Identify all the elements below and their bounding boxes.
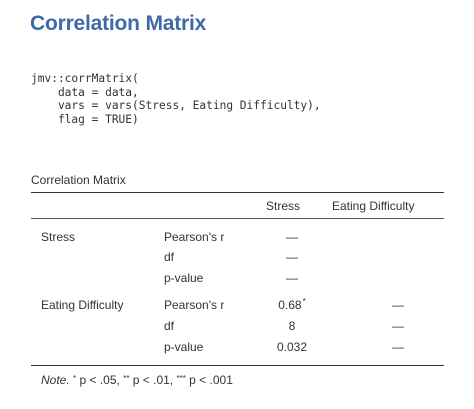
note-label: Note. [41,373,70,387]
table-bottom-rule [31,365,444,366]
stat-label: Pearson's r [164,230,225,244]
stat-label: Pearson's r [164,298,225,312]
column-header-eating-difficulty: Eating Difficulty [332,199,415,213]
table-cell: — [286,271,298,285]
significance-marker: * [302,297,306,306]
code-line: jmv::corrMatrix( [31,72,139,85]
note-star: *** [176,374,186,383]
row-label-eating-difficulty: Eating Difficulty [41,298,124,312]
table-cell: — [392,298,404,312]
code-line: flag = TRUE) [31,112,139,126]
table-cell: — [392,340,404,354]
stat-label: df [164,319,175,333]
note-text: p < .01, [129,373,177,387]
stat-label: p-value [164,340,204,354]
table-top-rule [31,192,444,193]
row-label-stress: Stress [41,230,76,244]
table-note: Note. * p < .05, ** p < .01, *** p < .00… [41,373,233,387]
results-title: Correlation Matrix [30,12,207,35]
table-cell: 8 [288,319,296,333]
note-star: * [73,374,77,383]
note-star: ** [123,374,130,383]
stat-label: df [164,250,175,264]
table-caption: Correlation Matrix [31,173,126,187]
note-text: p < .001 [185,373,233,387]
code-line: data = data, [31,85,139,99]
stat-label: p-value [164,271,204,285]
syntax-code-block: jmv::corrMatrix( data = data, vars = var… [31,72,321,126]
table-cell: — [286,230,298,244]
code-line: vars = vars(Stress, Eating Difficulty), [31,99,321,113]
table-cell: — [286,250,298,264]
note-text: p < .05, [76,373,124,387]
table-cell: 0.68* [266,297,318,312]
table-cell: 0.032 [276,340,308,354]
table-cell: — [392,319,404,333]
column-header-stress: Stress [266,199,301,213]
correlation-value: 0.68 [278,298,302,312]
table-header-rule [31,218,444,219]
